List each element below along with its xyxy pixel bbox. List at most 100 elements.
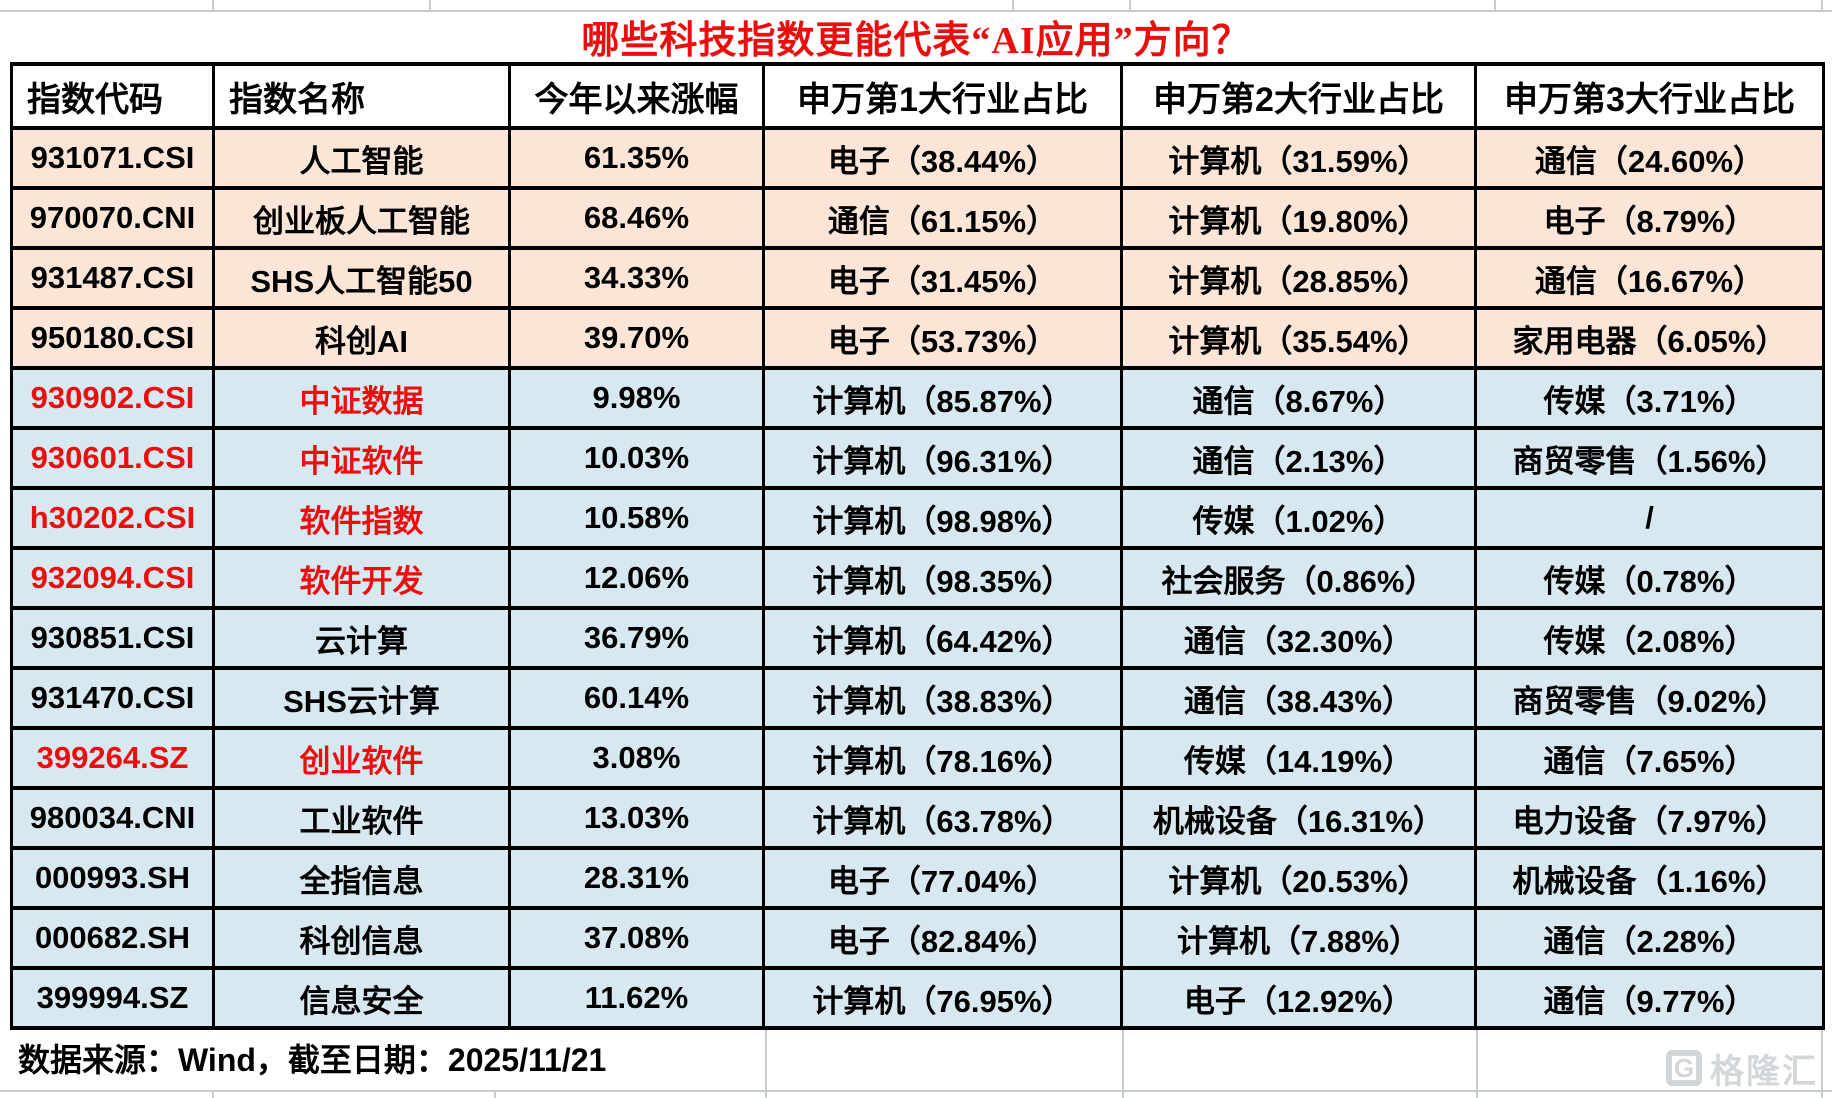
table-row: 399264.SZ 创业软件 3.08% 计算机（78.16%） 传媒（14.1… [10,726,1825,790]
industry-3-cell: 机械设备（1.16%） [1474,846,1825,910]
industry-1-cell: 计算机（96.31%） [762,426,1123,490]
index-table-body: 931071.CSI 人工智能 61.35% 电子（38.44%） 计算机（31… [10,126,1825,1030]
col-header-index-name: 指数名称 [212,62,511,130]
industry-1-cell: 计算机（63.78%） [762,786,1123,850]
spreadsheet-gridline [765,1090,767,1098]
index-code-cell: 950180.CSI [10,306,215,370]
industry-2-cell: 传媒（1.02%） [1120,486,1477,550]
ytd-change-cell: 60.14% [508,666,765,730]
industry-2-cell: 计算机（35.54%） [1120,306,1477,370]
industry-2-cell: 机械设备（16.31%） [1120,786,1477,850]
index-name-cell: 中证软件 [212,426,511,490]
index-name-cell: 科创AI [212,306,511,370]
col-header-industry-3: 申万第3大行业占比 [1474,62,1825,130]
industry-1-cell: 计算机（98.98%） [762,486,1123,550]
industry-2-cell: 社会服务（0.86%） [1120,546,1477,610]
ytd-change-cell: 10.03% [508,426,765,490]
industry-1-cell: 计算机（85.87%） [762,366,1123,430]
industry-2-cell: 计算机（7.88%） [1120,906,1477,970]
index-comparison-table: 指数代码 指数名称 今年以来涨幅 申万第1大行业占比 申万第2大行业占比 申万第… [10,62,1825,1030]
index-name-cell: 创业软件 [212,726,511,790]
col-header-industry-1: 申万第1大行业占比 [762,62,1123,130]
spreadsheet-gridline [1129,0,1131,10]
industry-3-cell: 通信（9.77%） [1474,966,1825,1030]
industry-1-cell: 计算机（78.16%） [762,726,1123,790]
table-row: 932094.CSI 软件开发 12.06% 计算机（98.35%） 社会服务（… [10,546,1825,610]
index-code-cell: 931071.CSI [10,126,215,190]
index-name-cell: 软件开发 [212,546,511,610]
index-name-cell: 科创信息 [212,906,511,970]
table-row: 950180.CSI 科创AI 39.70% 电子（53.73%） 计算机（35… [10,306,1825,370]
industry-3-cell: 通信（16.67%） [1474,246,1825,310]
spreadsheet-gridline [429,0,431,10]
index-name-cell: 工业软件 [212,786,511,850]
table-row: 931071.CSI 人工智能 61.35% 电子（38.44%） 计算机（31… [10,126,1825,190]
industry-3-cell: 传媒（3.71%） [1474,366,1825,430]
ytd-change-cell: 3.08% [508,726,765,790]
table-row: h30202.CSI 软件指数 10.58% 计算机（98.98%） 传媒（1.… [10,486,1825,550]
spreadsheet-gridline [212,0,214,10]
industry-1-cell: 计算机（76.95%） [762,966,1123,1030]
col-header-ytd-change: 今年以来涨幅 [508,62,765,130]
index-code-cell: 931487.CSI [10,246,215,310]
industry-3-cell: 通信（2.28%） [1474,906,1825,970]
index-name-cell: SHS人工智能50 [212,246,511,310]
industry-1-cell: 计算机（38.83%） [762,666,1123,730]
industry-2-cell: 电子（12.92%） [1120,966,1477,1030]
ytd-change-cell: 10.58% [508,486,765,550]
spreadsheet-gridline [1122,1090,1124,1098]
industry-3-cell: 电子（8.79%） [1474,186,1825,250]
data-source-note: 数据来源：Wind，截至日期：2025/11/21 [18,1042,607,1078]
index-code-cell: 930902.CSI [10,366,215,430]
index-name-cell: 人工智能 [212,126,511,190]
index-code-cell: 399264.SZ [10,726,215,790]
index-code-cell: 980034.CNI [10,786,215,850]
table-row: 930851.CSI 云计算 36.79% 计算机（64.42%） 通信（32.… [10,606,1825,670]
industry-2-cell: 通信（38.43%） [1120,666,1477,730]
chart-title: 哪些科技指数更能代表“AI应用”方向？ [581,19,1251,62]
ytd-change-cell: 13.03% [508,786,765,850]
index-name-cell: 创业板人工智能 [212,186,511,250]
industry-1-cell: 电子（53.73%） [762,306,1123,370]
table-row: 931470.CSI SHS云计算 60.14% 计算机（38.83%） 通信（… [10,666,1825,730]
industry-3-cell: 电力设备（7.97%） [1474,786,1825,850]
col-header-industry-2: 申万第2大行业占比 [1120,62,1477,130]
index-code-cell: 970070.CNI [10,186,215,250]
index-code-cell: 000682.SH [10,906,215,970]
index-code-cell: 399994.SZ [10,966,215,1030]
table-row: 930902.CSI 中证数据 9.98% 计算机（85.87%） 通信（8.6… [10,366,1825,430]
ytd-change-cell: 39.70% [508,306,765,370]
ytd-change-cell: 37.08% [508,906,765,970]
ytd-change-cell: 36.79% [508,606,765,670]
index-name-cell: 全指信息 [212,846,511,910]
index-name-cell: 信息安全 [212,966,511,1030]
ytd-change-cell: 34.33% [508,246,765,310]
industry-3-cell: 家用电器（6.05%） [1474,306,1825,370]
industry-3-cell: 传媒（2.08%） [1474,606,1825,670]
table-row: 000682.SH 科创信息 37.08% 电子（82.84%） 计算机（7.8… [10,906,1825,970]
table-row: 980034.CNI 工业软件 13.03% 计算机（63.78%） 机械设备（… [10,786,1825,850]
industry-3-cell: 通信（24.60%） [1474,126,1825,190]
table-row: 930601.CSI 中证软件 10.03% 计算机（96.31%） 通信（2.… [10,426,1825,490]
ytd-change-cell: 12.06% [508,546,765,610]
table-row: 970070.CNI 创业板人工智能 68.46% 通信（61.15%） 计算机… [10,186,1825,250]
index-code-cell: 000993.SH [10,846,215,910]
index-name-cell: 中证数据 [212,366,511,430]
spreadsheet-gridline [1122,1030,1124,1090]
index-name-cell: SHS云计算 [212,666,511,730]
industry-3-cell: 传媒（0.78%） [1474,546,1825,610]
spreadsheet-gridline [1821,0,1823,10]
industry-2-cell: 计算机（28.85%） [1120,246,1477,310]
spreadsheet-gridline [765,1030,767,1090]
table-row: 931487.CSI SHS人工智能50 34.33% 电子（31.45%） 计… [10,246,1825,310]
industry-3-cell: 商贸零售（9.02%） [1474,666,1825,730]
watermark-brand-text: 格隆汇 [1710,1052,1818,1091]
ytd-change-cell: 28.31% [508,846,765,910]
index-name-cell: 云计算 [212,606,511,670]
industry-1-cell: 计算机（64.42%） [762,606,1123,670]
index-name-cell: 软件指数 [212,486,511,550]
spreadsheet-gridline [212,1090,214,1098]
industry-1-cell: 计算机（98.35%） [762,546,1123,610]
index-code-cell: 932094.CSI [10,546,215,610]
